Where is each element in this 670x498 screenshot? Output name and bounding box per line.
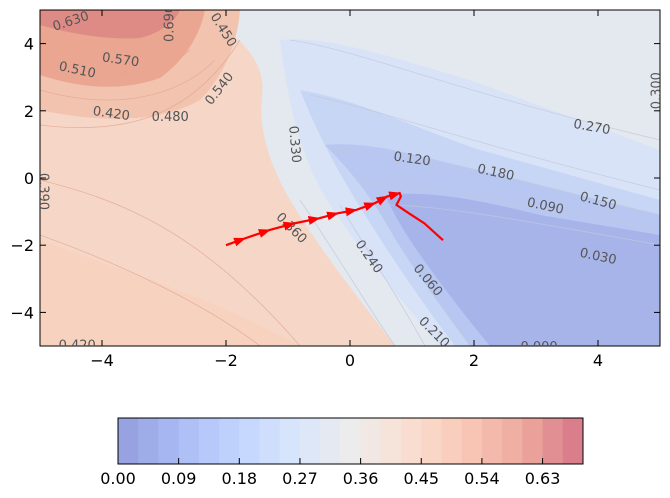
- x-tick-label: −2: [214, 351, 238, 370]
- contour-label: 0.420: [59, 339, 96, 354]
- colorbar: [117, 417, 584, 465]
- colorbar-tick-label: 0.63: [525, 469, 561, 488]
- trajectory-arrow: [269, 221, 296, 231]
- contour-lines: [289, 39, 660, 346]
- y-tick-label: −2: [10, 236, 34, 255]
- colorbar-band: [198, 418, 220, 464]
- colorbar-band: [178, 418, 200, 464]
- colorbar-band: [542, 418, 564, 464]
- contour-label: 0.420: [92, 104, 131, 124]
- colorbar-tick-label: 0.54: [464, 469, 500, 488]
- colorbar-band: [441, 418, 463, 464]
- contour-label: 0.270: [572, 117, 611, 138]
- colorbar-band: [259, 418, 281, 464]
- x-tick-label: 0: [345, 351, 355, 370]
- contour-label: 0.480: [152, 110, 189, 125]
- trajectory-arrow: [294, 216, 321, 225]
- colorbar-tick-label: 0.45: [403, 469, 439, 488]
- y-tick-label: 2: [24, 102, 34, 121]
- contour-label: 0.300: [649, 72, 664, 109]
- colorbar-tick-label: 0.18: [221, 469, 257, 488]
- x-axis: −4 −2 0 2 4: [90, 10, 603, 370]
- x-tick-label: −4: [90, 351, 114, 370]
- colorbar-band: [340, 418, 362, 464]
- plot-area: [40, 10, 660, 346]
- colorbar-band: [461, 418, 483, 464]
- colorbar-band: [219, 418, 240, 464]
- colorbar-band: [360, 418, 382, 464]
- trajectory-arrow: [387, 191, 402, 201]
- contour-label: 0.690: [163, 5, 178, 42]
- contour-label: 0.570: [101, 50, 140, 70]
- trajectory-arrow: [244, 229, 271, 240]
- colorbar-band: [118, 418, 139, 464]
- y-tick-label: 0: [24, 169, 34, 188]
- colorbar-tick-label: 0.09: [161, 469, 197, 488]
- x-tick-label: 2: [469, 351, 479, 370]
- colorbar-band: [299, 418, 321, 464]
- colorbar-band: [481, 418, 503, 464]
- colorbar-band: [158, 418, 180, 464]
- trajectory-arrow: [318, 211, 340, 221]
- colorbar-band: [401, 418, 422, 464]
- colorbar-band: [138, 418, 159, 464]
- trajectory-arrow: [355, 202, 377, 212]
- trajectory-arrow: [225, 237, 247, 247]
- colorbar-band: [320, 418, 341, 464]
- contour-label: 0.000: [520, 340, 557, 355]
- colorbar-ticks: 0.00 0.09 0.18 0.27 0.36 0.45 0.54 0.63: [100, 458, 560, 488]
- colorbar-band: [380, 418, 402, 464]
- colorbar-band: [421, 418, 442, 464]
- contour-fill-blue-5: [385, 193, 660, 346]
- y-tick-label: 4: [24, 35, 34, 54]
- contour-label: 0.390: [36, 173, 51, 210]
- colorbar-band: [279, 418, 301, 464]
- trajectory-arrow: [374, 195, 389, 206]
- y-axis: 4 2 0 −2 −4: [10, 35, 660, 322]
- colorbar-tick-label: 0.00: [100, 469, 136, 488]
- colorbar-tick-label: 0.27: [282, 469, 318, 488]
- colorbar-band: [502, 418, 523, 464]
- contour-lines-warm: [40, 39, 301, 346]
- colorbar-tick-label: 0.36: [343, 469, 379, 488]
- contour-label: 0.330: [285, 125, 303, 163]
- colorbar-band: [522, 418, 544, 464]
- x-tick-label: 4: [593, 351, 603, 370]
- trajectory: [225, 191, 444, 247]
- trajectory-arrow: [337, 207, 358, 217]
- colorbar-band: [239, 418, 261, 464]
- colorbar-band: [562, 418, 584, 464]
- contour-label: 0.120: [393, 150, 432, 170]
- contour-fill-warm-bottom: [40, 240, 300, 346]
- y-tick-label: −4: [10, 303, 34, 322]
- contour-fill-red-3: [40, 10, 180, 39]
- colorbar-frame: [117, 417, 584, 465]
